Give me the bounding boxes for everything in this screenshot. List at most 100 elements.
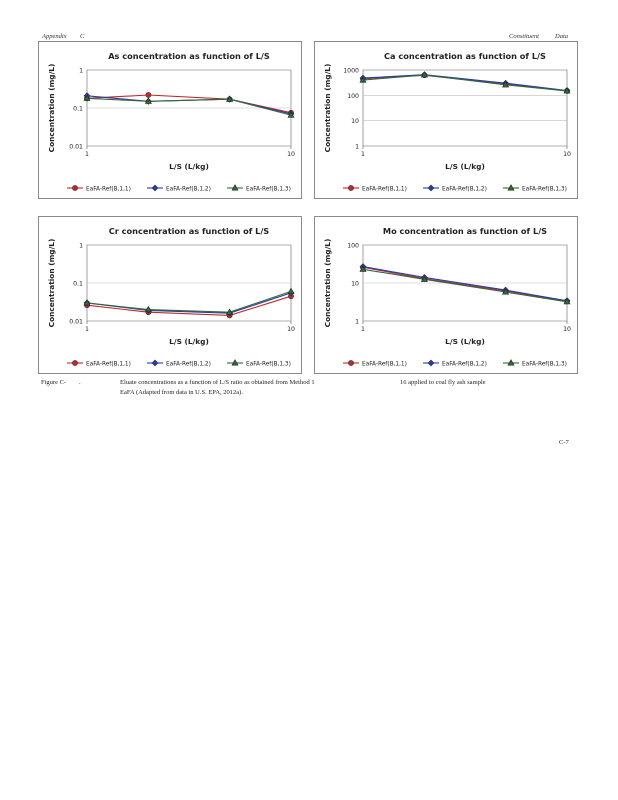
series-line (362, 266, 568, 302)
legend-label: EaFA-Ref(B,1,1) (362, 361, 407, 367)
x-tick-label: 1 (361, 151, 365, 158)
legend: EaFA-Ref(B,1,1) EaFA-Ref(B,1,2) EaFA-Ref(B… (67, 184, 291, 192)
legend-label: EaFA-Ref(B,1,3) (522, 361, 567, 367)
y-axis-label: Concentration (mg/L) (323, 64, 332, 153)
y-tick-label: 1 (79, 68, 83, 75)
legend-marker (507, 184, 515, 191)
legend-label: EaFA-Ref(B,1,3) (246, 361, 291, 367)
x-axis-label: L/S (L/kg) (169, 162, 209, 171)
x-tick-label: 10 (563, 326, 571, 333)
legend: EaFA-Ref(B,1,1) EaFA-Ref(B,1,2) EaFA-Ref(B… (343, 359, 567, 367)
data-point (359, 76, 367, 83)
chart-ca-svg: Ca concentration as function of L/S 1 10 10… (323, 51, 571, 192)
y-tick-label: 100 (347, 243, 359, 250)
y-axis-label: Concentration (mg/L) (47, 64, 56, 153)
data-point (226, 308, 234, 315)
data-point (226, 95, 234, 102)
y-tick-label: 1 (355, 144, 359, 151)
series-3 (359, 71, 571, 94)
x-axis-label: L/S (L/kg) (445, 337, 485, 346)
data-point (145, 92, 152, 98)
legend-marker (427, 359, 435, 367)
series-line (86, 94, 292, 114)
chart-as-svg: As concentration as function of L/S 0.01 0… (47, 51, 295, 192)
caption-line1-tail: 16 applied to coal fly ash sample (400, 379, 486, 386)
legend-label: EaFA-Ref(B,1,2) (166, 186, 211, 192)
caption-line1: Eluate concentrations as a function of L… (120, 379, 315, 386)
chart-as: As concentration as function of L/S 0.01 0… (38, 41, 302, 199)
data-point (563, 297, 571, 305)
x-tick-label: 1 (361, 326, 365, 333)
y-tick-label: 1000 (343, 68, 359, 75)
data-point (502, 288, 510, 295)
y-tick-label: 1 (355, 319, 359, 326)
chart-title: Mo concentration as function of L/S (383, 226, 547, 236)
y-tick-label: 10 (351, 281, 359, 288)
data-point (144, 97, 152, 104)
y-tick-label: 1 (79, 243, 83, 250)
legend-marker (72, 185, 78, 191)
series-3 (359, 265, 571, 305)
series-line (86, 290, 292, 313)
series-line (86, 295, 292, 316)
x-tick-label: 10 (287, 151, 295, 158)
chart-title: Ca concentration as function of L/S (384, 51, 546, 61)
legend-marker (72, 360, 78, 366)
y-tick-label: 0.1 (73, 281, 83, 288)
header-constituent: Constituent (509, 33, 539, 40)
legend-label: EaFA-Ref(B,1,1) (86, 186, 131, 192)
x-tick-label: 10 (563, 151, 571, 158)
series-3 (83, 287, 295, 315)
series-line (86, 97, 292, 116)
y-tick-label: 0.1 (73, 106, 83, 113)
legend-marker (231, 184, 239, 191)
data-point (83, 299, 91, 306)
data-point (287, 111, 295, 118)
legend-label: EaFA-Ref(B,1,2) (166, 361, 211, 367)
y-tick-label: 0.01 (69, 319, 83, 326)
y-tick-label: 0.01 (69, 144, 83, 151)
chart-mo-svg: Mo concentration as function of L/S 1 10 10… (323, 226, 571, 367)
legend-label: EaFA-Ref(B,1,3) (246, 186, 291, 192)
legend-marker (507, 359, 515, 366)
legend-marker (151, 359, 159, 367)
header-data: Data (555, 33, 568, 40)
caption-label: Figure C- (41, 379, 67, 386)
series-line (362, 266, 568, 302)
legend-label: EaFA-Ref(B,1,2) (442, 361, 487, 367)
header-appendix: Appendix (42, 33, 67, 40)
legend-marker (348, 185, 354, 191)
data-point (420, 275, 428, 282)
caption-sep: . (79, 379, 81, 386)
series-line (362, 268, 568, 303)
chart-cr-svg: Cr concentration as function of L/S 0.01 0… (47, 226, 295, 367)
x-tick-label: 1 (85, 326, 89, 333)
x-axis-label: L/S (L/kg) (169, 337, 209, 346)
y-tick-label: 10 (351, 118, 359, 125)
chart-title: As concentration as function of L/S (108, 51, 270, 61)
chart-cr: Cr concentration as function of L/S 0.01 0… (38, 216, 302, 374)
data-point (287, 287, 295, 294)
x-tick-label: 10 (287, 326, 295, 333)
series-3 (83, 94, 295, 118)
data-point (502, 81, 510, 88)
legend-label: EaFA-Ref(B,1,3) (522, 186, 567, 192)
legend-label: EaFA-Ref(B,1,1) (86, 361, 131, 367)
x-axis-label: L/S (L/kg) (445, 162, 485, 171)
series-line (362, 74, 568, 92)
chart-title: Cr concentration as function of L/S (109, 226, 270, 236)
legend-marker (231, 359, 239, 366)
legend-marker (151, 184, 159, 192)
data-point (359, 265, 367, 272)
data-point (144, 305, 152, 313)
legend-marker (348, 360, 354, 366)
legend-label: EaFA-Ref(B,1,2) (442, 186, 487, 192)
y-tick-label: 100 (347, 93, 359, 100)
y-axis-label: Concentration (mg/L) (47, 239, 56, 328)
data-point (420, 71, 428, 78)
x-tick-label: 1 (85, 151, 89, 158)
page-number: C-7 (559, 439, 569, 446)
legend: EaFA-Ref(B,1,1) EaFA-Ref(B,1,2) EaFA-Ref(B… (343, 184, 567, 192)
legend-label: EaFA-Ref(B,1,1) (362, 186, 407, 192)
plot-area (362, 69, 568, 147)
